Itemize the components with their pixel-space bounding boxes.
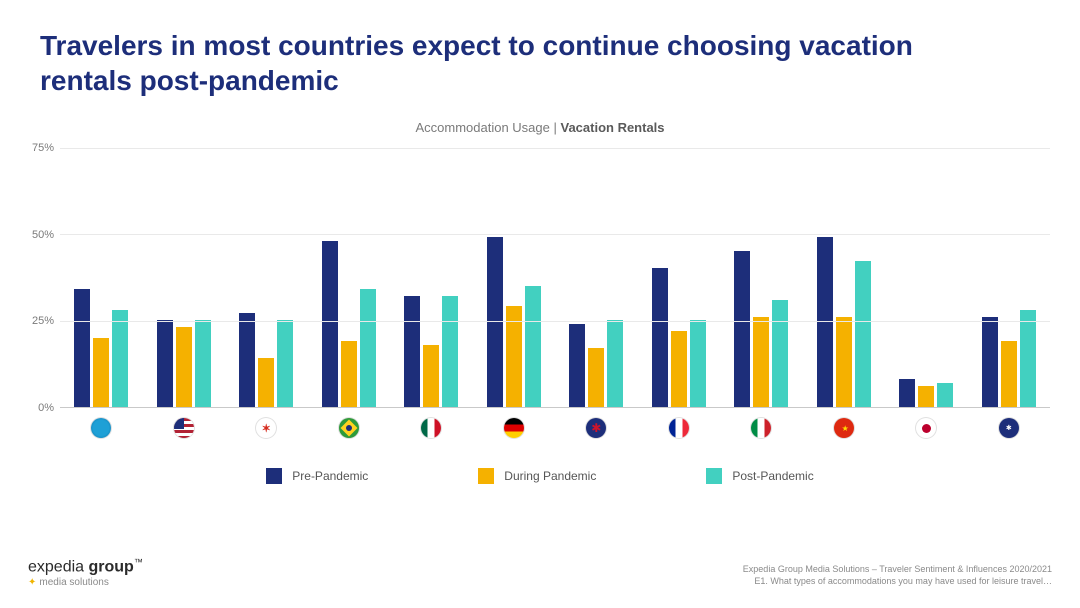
bar-pre: [487, 237, 503, 407]
legend-swatch-icon: [706, 468, 722, 484]
legend-swatch-icon: [478, 468, 494, 484]
legend: Pre-Pandemic During Pandemic Post-Pandemic: [0, 468, 1080, 484]
subtitle-divider: |: [550, 120, 561, 135]
flag-globe-icon: [91, 418, 111, 438]
brand-sub-text: media solutions: [39, 577, 108, 588]
flag-de-icon: [504, 418, 524, 438]
bar-pre: [817, 237, 833, 407]
bar-post: [607, 320, 623, 407]
source-line-2: E1. What types of accommodations you may…: [743, 575, 1052, 588]
footer-source: Expedia Group Media Solutions – Traveler…: [743, 563, 1052, 588]
bar-during: [836, 317, 852, 407]
bar-group-uk: [566, 320, 626, 407]
star-icon: ✦: [28, 577, 36, 588]
bar-post: [772, 300, 788, 407]
brand-logo: expedia group™: [28, 557, 143, 577]
bar-group-br: [319, 241, 379, 407]
chart-subtitle: Accommodation Usage | Vacation Rentals: [0, 120, 1080, 135]
bar-post: [195, 320, 211, 407]
bar-during: [176, 327, 192, 407]
bar-pre: [982, 317, 998, 407]
brand-bold: group: [89, 558, 134, 575]
bar-pre: [404, 296, 420, 407]
bar-during: [258, 358, 274, 407]
flag-br-icon: [339, 418, 359, 438]
y-tick-label: 75%: [32, 142, 54, 154]
bar-post: [1020, 310, 1036, 407]
source-line-1: Expedia Group Media Solutions – Traveler…: [743, 563, 1052, 576]
bar-group-fr: [649, 268, 709, 407]
chart-title: Travelers in most countries expect to co…: [40, 28, 940, 98]
bar-during: [753, 317, 769, 407]
bar-during: [671, 331, 687, 407]
grid-line: [60, 321, 1050, 322]
bar-during: [93, 338, 109, 407]
legend-item-pre: Pre-Pandemic: [266, 468, 368, 484]
bar-post: [442, 296, 458, 407]
bar-group-ca: [236, 313, 296, 407]
flag-us-icon: [174, 418, 194, 438]
flag-jp-icon: [916, 418, 936, 438]
y-tick-label: 50%: [32, 229, 54, 241]
bar-post: [525, 286, 541, 407]
y-axis: 0%25%50%75%: [20, 148, 60, 408]
subtitle-bold: Vacation Rentals: [560, 120, 664, 135]
flag-au-icon: ✱: [999, 418, 1019, 438]
legend-swatch-icon: [266, 468, 282, 484]
bar-pre: [239, 313, 255, 407]
bar-group-globe: [71, 289, 131, 407]
bar-post: [277, 320, 293, 407]
legend-item-post: Post-Pandemic: [706, 468, 813, 484]
bar-during: [588, 348, 604, 407]
plot-area: [60, 148, 1050, 408]
bar-group-de: [484, 237, 544, 407]
subtitle-prefix: Accommodation Usage: [415, 120, 549, 135]
bar-group-mx: [401, 296, 461, 407]
y-tick-label: 25%: [32, 315, 54, 327]
bar-during: [918, 386, 934, 407]
grid-line: [60, 148, 1050, 149]
legend-label: Pre-Pandemic: [292, 469, 368, 483]
bar-post: [112, 310, 128, 407]
flag-fr-icon: [669, 418, 689, 438]
flag-mx-icon: [421, 418, 441, 438]
bar-group-us: [154, 320, 214, 407]
brand-tm: ™: [134, 557, 143, 567]
bar-during: [341, 341, 357, 407]
bar-group-cn: [814, 237, 874, 407]
legend-label: During Pandemic: [504, 469, 596, 483]
legend-label: Post-Pandemic: [732, 469, 813, 483]
flag-uk-icon: ✱: [586, 418, 606, 438]
bar-post: [855, 261, 871, 407]
bar-group-au: [979, 310, 1039, 407]
flag-ca-icon: ✶: [256, 418, 276, 438]
footer-brand: expedia group™ ✦media solutions: [28, 557, 143, 588]
chart-area: 0%25%50%75%: [60, 148, 1050, 408]
grid-line: [60, 234, 1050, 235]
bar-group-jp: [896, 379, 956, 407]
bar-groups: [60, 148, 1050, 407]
bar-post: [360, 289, 376, 407]
brand-prefix: expedia: [28, 558, 89, 575]
legend-item-during: During Pandemic: [478, 468, 596, 484]
bar-during: [423, 345, 439, 407]
bar-pre: [157, 320, 173, 407]
bar-pre: [322, 241, 338, 407]
bar-post: [690, 320, 706, 407]
brand-subline: ✦media solutions: [28, 577, 143, 589]
flag-cn-icon: ★: [834, 418, 854, 438]
bar-pre: [652, 268, 668, 407]
bar-pre: [899, 379, 915, 407]
bar-pre: [569, 324, 585, 407]
flag-it-icon: [751, 418, 771, 438]
bar-pre: [74, 289, 90, 407]
bar-during: [1001, 341, 1017, 407]
category-flags-row: ✶ ✱ ★ ✱: [60, 418, 1050, 438]
bar-pre: [734, 251, 750, 407]
bar-post: [937, 383, 953, 407]
bar-group-it: [731, 251, 791, 407]
y-tick-label: 0%: [38, 402, 54, 414]
